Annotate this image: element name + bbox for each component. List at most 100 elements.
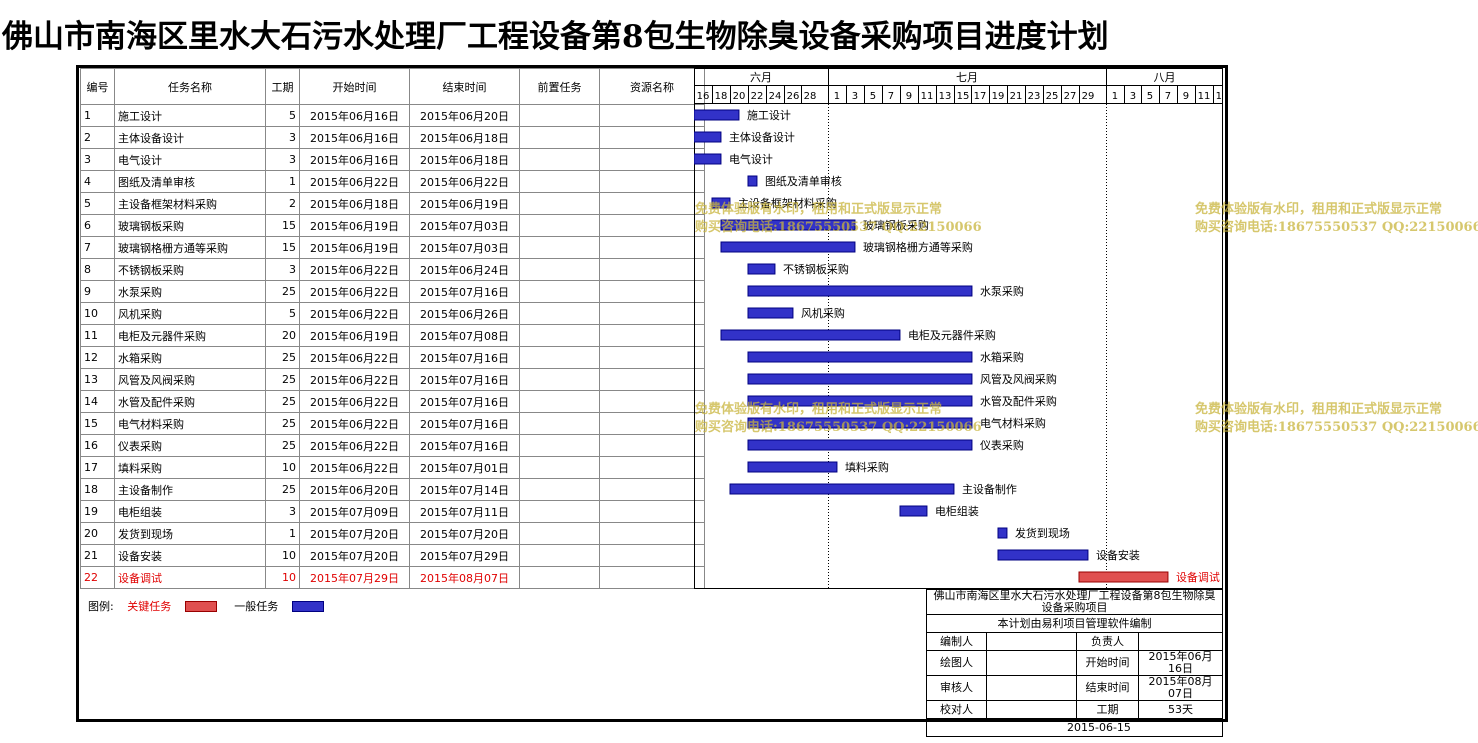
task-end: 2015年07月16日	[409, 412, 520, 435]
task-end: 2015年07月01日	[409, 456, 520, 479]
info-software-note: 本计划由易利项目管理软件编制	[926, 614, 1223, 633]
info-start-value: 2015年06月16日	[1138, 650, 1223, 676]
gantt-bar	[747, 373, 973, 385]
task-predecessor	[519, 390, 600, 413]
task-resource	[599, 544, 705, 567]
task-name: 水箱采购	[114, 346, 266, 369]
gantt-bar-label: 发货到现场	[1015, 526, 1070, 540]
task-name: 主设备框架材料采购	[114, 192, 266, 215]
table-row: 17 填料采购 10 2015年06月22日 2015年07月01日	[80, 456, 705, 479]
task-resource	[599, 346, 705, 369]
table-row: 7 玻璃钢格栅方通等采购 15 2015年06月19日 2015年07月03日	[80, 236, 705, 259]
table-row: 4 图纸及清单审核 1 2015年06月22日 2015年06月22日	[80, 170, 705, 193]
task-predecessor	[519, 302, 600, 325]
info-duration-label: 工期	[1076, 700, 1139, 719]
table-row: 12 水箱采购 25 2015年06月22日 2015年07月16日	[80, 346, 705, 369]
task-id: 9	[80, 280, 115, 303]
task-duration: 3	[265, 148, 300, 171]
legend-critical-label: 关键任务	[127, 600, 172, 613]
task-duration: 10	[265, 544, 300, 567]
month-label: 六月	[750, 71, 772, 84]
task-table-header: 编号 任务名称 工期 开始时间 结束时间 前置任务 资源名称	[80, 68, 705, 105]
task-name: 风管及风阀采购	[114, 368, 266, 391]
day-tick-label: 22	[751, 91, 764, 102]
gantt-bar-label: 风机采购	[801, 306, 845, 320]
month-label: 八月	[1154, 71, 1176, 84]
task-start: 2015年06月22日	[299, 280, 410, 303]
info-end-value: 2015年08月07日	[1138, 675, 1223, 701]
task-id: 3	[80, 148, 115, 171]
gantt-bar	[729, 483, 955, 495]
day-tick-label: 19	[992, 91, 1005, 102]
table-row: 13 风管及风阀采购 25 2015年06月22日 2015年07月16日	[80, 368, 705, 391]
gantt-bar-label: 水泵采购	[980, 284, 1024, 298]
info-duration-value: 53天	[1138, 700, 1223, 719]
task-duration: 20	[265, 324, 300, 347]
day-tick-label: 11	[1198, 91, 1211, 102]
gantt-bar-label: 风管及风阀采购	[980, 372, 1057, 386]
task-duration: 3	[265, 500, 300, 523]
task-resource	[599, 566, 705, 589]
task-id: 7	[80, 236, 115, 259]
table-row: 22 设备调试 10 2015年07月29日 2015年08月07日	[80, 566, 705, 589]
task-duration: 15	[265, 236, 300, 259]
gantt-bar	[694, 153, 722, 165]
task-start: 2015年06月16日	[299, 148, 410, 171]
gantt-bar-label: 电气材料采购	[980, 416, 1046, 430]
gantt-border	[694, 68, 1223, 589]
task-end: 2015年07月16日	[409, 434, 520, 457]
watermark-line1: 免费体验版有水印，租用和正式版显示正常	[1195, 402, 1443, 417]
task-name: 施工设计	[114, 104, 266, 127]
month-label: 七月	[956, 71, 978, 84]
task-end: 2015年06月19日	[409, 192, 520, 215]
watermark: 免费体验版有水印，租用和正式版显示正常 购买咨询电话:18675550537 Q…	[695, 201, 982, 237]
task-duration: 25	[265, 280, 300, 303]
task-resource	[599, 522, 705, 545]
task-table: 编号 任务名称 工期 开始时间 结束时间 前置任务 资源名称 1 施工设计 5 201…	[80, 68, 705, 589]
task-predecessor	[519, 258, 600, 281]
gantt-bar	[997, 527, 1008, 539]
task-predecessor	[519, 214, 600, 237]
table-row: 14 水管及配件采购 25 2015年06月22日 2015年07月16日	[80, 390, 705, 413]
day-tick-label: 9	[906, 91, 912, 102]
task-start: 2015年07月29日	[299, 566, 410, 589]
info-drawer-label: 绘图人	[926, 650, 987, 676]
table-row: 9 水泵采购 25 2015年06月22日 2015年07月16日	[80, 280, 705, 303]
table-row: 16 仪表采购 25 2015年06月22日 2015年07月16日	[80, 434, 705, 457]
gantt-bar-label: 不锈钢板采购	[783, 262, 849, 276]
gantt-bar	[747, 439, 973, 451]
task-id: 15	[80, 412, 115, 435]
task-start: 2015年06月22日	[299, 170, 410, 193]
task-id: 8	[80, 258, 115, 281]
task-resource	[599, 324, 705, 347]
task-end: 2015年08月07日	[409, 566, 520, 589]
task-name: 不锈钢板采购	[114, 258, 266, 281]
task-predecessor	[519, 522, 600, 545]
gantt-bar	[711, 197, 731, 209]
gantt-bar	[747, 461, 838, 473]
task-name: 主体设备设计	[114, 126, 266, 149]
task-start: 2015年06月22日	[299, 258, 410, 281]
task-name: 玻璃钢板采购	[114, 214, 266, 237]
header-resource: 资源名称	[599, 68, 705, 105]
task-start: 2015年06月22日	[299, 412, 410, 435]
watermark-line1: 免费体验版有水印，租用和正式版显示正常	[695, 402, 943, 417]
task-predecessor	[519, 368, 600, 391]
watermark-line2: 购买咨询电话:18675550537 QQ:22150066	[1195, 220, 1478, 235]
task-id: 4	[80, 170, 115, 193]
task-duration: 25	[265, 346, 300, 369]
gantt-bar	[694, 109, 740, 121]
info-date: 2015-06-15	[926, 718, 1223, 737]
task-start: 2015年06月22日	[299, 302, 410, 325]
watermark: 免费体验版有水印，租用和正式版显示正常 购买咨询电话:18675550537 Q…	[1195, 201, 1478, 237]
legend-label: 图例:	[88, 600, 114, 613]
task-name: 电气设计	[114, 148, 266, 171]
task-resource	[599, 148, 705, 171]
day-tick-label: 28	[804, 91, 817, 102]
watermark: 免费体验版有水印，租用和正式版显示正常 购买咨询电话:18675550537 Q…	[695, 401, 982, 437]
day-tick-label: 3	[1130, 91, 1136, 102]
task-id: 14	[80, 390, 115, 413]
task-resource	[599, 280, 705, 303]
day-tick-label: 27	[1064, 91, 1077, 102]
info-maker-value	[986, 632, 1077, 651]
